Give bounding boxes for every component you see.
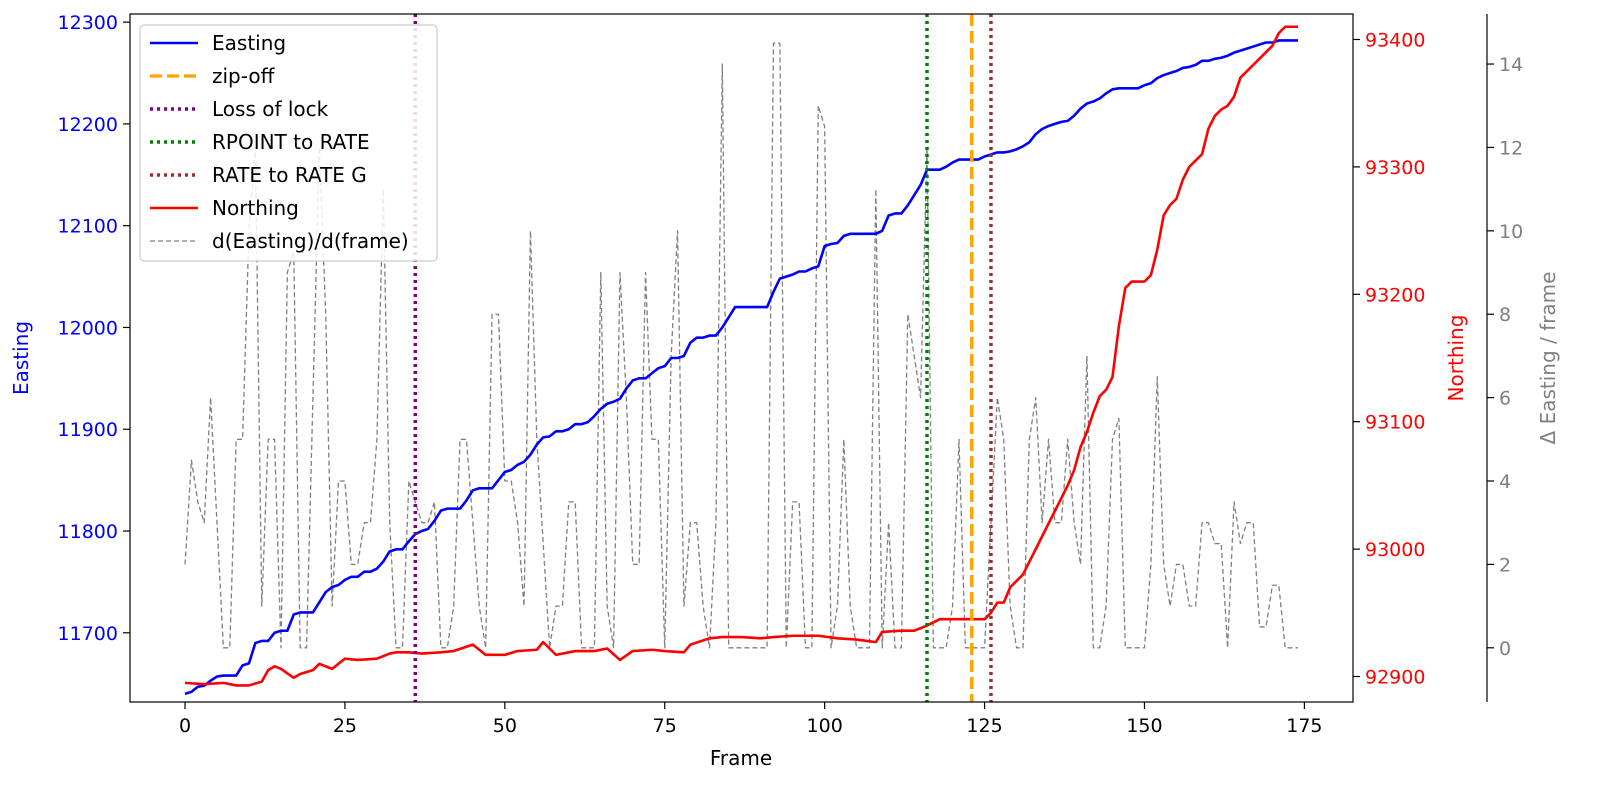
x-tick-label: 25 <box>333 715 357 737</box>
legend-label: RATE to RATE G <box>212 163 367 187</box>
y-right2-tick-label: 4 <box>1499 471 1511 493</box>
plot-frame <box>129 13 1354 703</box>
y-right2-tick-label: 8 <box>1499 304 1511 326</box>
legend-label: zip-off <box>212 64 276 88</box>
y-axis-label-northing: Northing <box>1444 315 1468 402</box>
x-tick-label: 0 <box>179 715 191 737</box>
legend-box <box>139 24 438 262</box>
y-left-tick-label: 12300 <box>58 12 118 34</box>
x-tick-label: 125 <box>966 715 1002 737</box>
legend: Easting zip-off Loss of lock RPOINT to RATE… <box>139 24 438 262</box>
y-left-tick-label: 12000 <box>58 317 118 339</box>
y-left-tick-label: 11800 <box>58 521 118 543</box>
y-axis-label-derivative: Δ Easting / frame <box>1536 272 1560 445</box>
x-tick-label: 150 <box>1126 715 1162 737</box>
y-left-tick-label: 12100 <box>58 216 118 238</box>
x-tick-label: 100 <box>807 715 843 737</box>
easting-line <box>184 39 1298 696</box>
legend-label: d(Easting)/d(frame) <box>212 229 409 253</box>
axes: 0 25 50 75 100 125 150 175117001180011900120001… <box>58 12 1524 737</box>
y-right2-tick-label: 6 <box>1499 388 1511 410</box>
y-right2-tick-label: 2 <box>1499 554 1511 576</box>
y-right2-tick-label: 12 <box>1499 137 1523 159</box>
x-tick-label: 175 <box>1286 715 1322 737</box>
derivative-line <box>184 42 1298 649</box>
legend-label: RPOINT to RATE <box>212 130 370 154</box>
legend-label: Loss of lock <box>212 97 329 121</box>
y-right-tick-label: 93200 <box>1365 284 1425 306</box>
y-right2-tick-label: 0 <box>1499 638 1511 660</box>
y-right-tick-label: 93100 <box>1365 412 1425 434</box>
x-axis-label: Frame <box>710 746 772 770</box>
y-right2-tick-label: 10 <box>1499 221 1523 243</box>
y-left-tick-label: 11900 <box>58 419 118 441</box>
y-left-tick-label: 12200 <box>58 114 118 136</box>
x-tick-label: 50 <box>493 715 517 737</box>
y-right-tick-label: 93000 <box>1365 539 1425 561</box>
y-right-tick-label: 93300 <box>1365 157 1425 179</box>
y-right2-tick-label: 14 <box>1499 54 1523 76</box>
y-right-tick-label: 93400 <box>1365 29 1425 51</box>
x-tick-label: 75 <box>653 715 677 737</box>
y-right-tick-label: 92900 <box>1365 667 1425 689</box>
y-axis-label-easting: Easting <box>9 321 33 395</box>
y-left-tick-label: 11700 <box>58 623 118 645</box>
legend-label: Easting <box>212 31 286 55</box>
legend-label: Northing <box>212 196 299 220</box>
